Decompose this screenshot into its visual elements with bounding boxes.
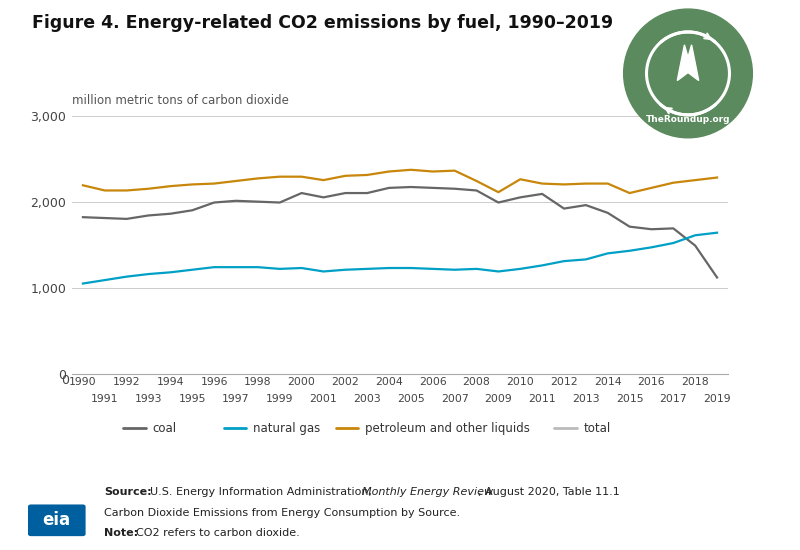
Text: 2014: 2014 [594,377,622,387]
Text: 2012: 2012 [550,377,578,387]
Text: 2013: 2013 [572,394,600,404]
Text: total: total [583,422,610,435]
Text: 2018: 2018 [682,377,709,387]
Text: 2003: 2003 [354,394,381,404]
Text: Figure 4. Energy-related CO2 emissions by fuel, 1990–2019: Figure 4. Energy-related CO2 emissions b… [32,14,613,32]
Circle shape [624,9,752,138]
Text: 2002: 2002 [331,377,359,387]
Text: 1993: 1993 [134,394,162,404]
Text: 2011: 2011 [528,394,556,404]
Text: 1992: 1992 [113,377,141,387]
Text: 1996: 1996 [200,377,228,387]
Text: 2009: 2009 [485,394,512,404]
Text: 2010: 2010 [506,377,534,387]
Text: 1999: 1999 [266,394,294,404]
Polygon shape [678,45,691,80]
Polygon shape [685,45,698,80]
FancyBboxPatch shape [28,504,86,536]
Text: 0: 0 [61,374,69,387]
Text: 2007: 2007 [441,394,469,404]
Text: , August 2020, Table 11.1: , August 2020, Table 11.1 [478,487,620,497]
Text: coal: coal [152,422,177,435]
Text: million metric tons of carbon dioxide: million metric tons of carbon dioxide [72,94,289,107]
Text: 1991: 1991 [91,394,118,404]
Text: Carbon Dioxide Emissions from Energy Consumption by Source.: Carbon Dioxide Emissions from Energy Con… [104,508,460,518]
Text: petroleum and other liquids: petroleum and other liquids [365,422,530,435]
Text: eia: eia [42,512,71,529]
Text: 2016: 2016 [638,377,666,387]
Text: Note:: Note: [104,528,138,538]
Text: 2005: 2005 [397,394,425,404]
Text: 2017: 2017 [659,394,687,404]
Text: 2008: 2008 [462,377,490,387]
Text: Monthly Energy Review: Monthly Energy Review [362,487,494,497]
Text: 1990: 1990 [69,377,97,387]
Text: U.S. Energy Information Administration,: U.S. Energy Information Administration, [150,487,376,497]
Text: 2000: 2000 [288,377,315,387]
Text: Source:: Source: [104,487,152,497]
Text: 2019: 2019 [703,394,731,404]
Text: 1997: 1997 [222,394,250,404]
Text: 2006: 2006 [419,377,446,387]
Text: CO2 refers to carbon dioxide.: CO2 refers to carbon dioxide. [136,528,300,538]
Text: 1998: 1998 [244,377,272,387]
Text: 1994: 1994 [157,377,184,387]
Text: natural gas: natural gas [253,422,320,435]
Text: 1995: 1995 [178,394,206,404]
Text: 2015: 2015 [616,394,643,404]
Text: 2004: 2004 [375,377,403,387]
Text: 2001: 2001 [310,394,338,404]
Text: TheRoundup.org: TheRoundup.org [646,116,730,124]
